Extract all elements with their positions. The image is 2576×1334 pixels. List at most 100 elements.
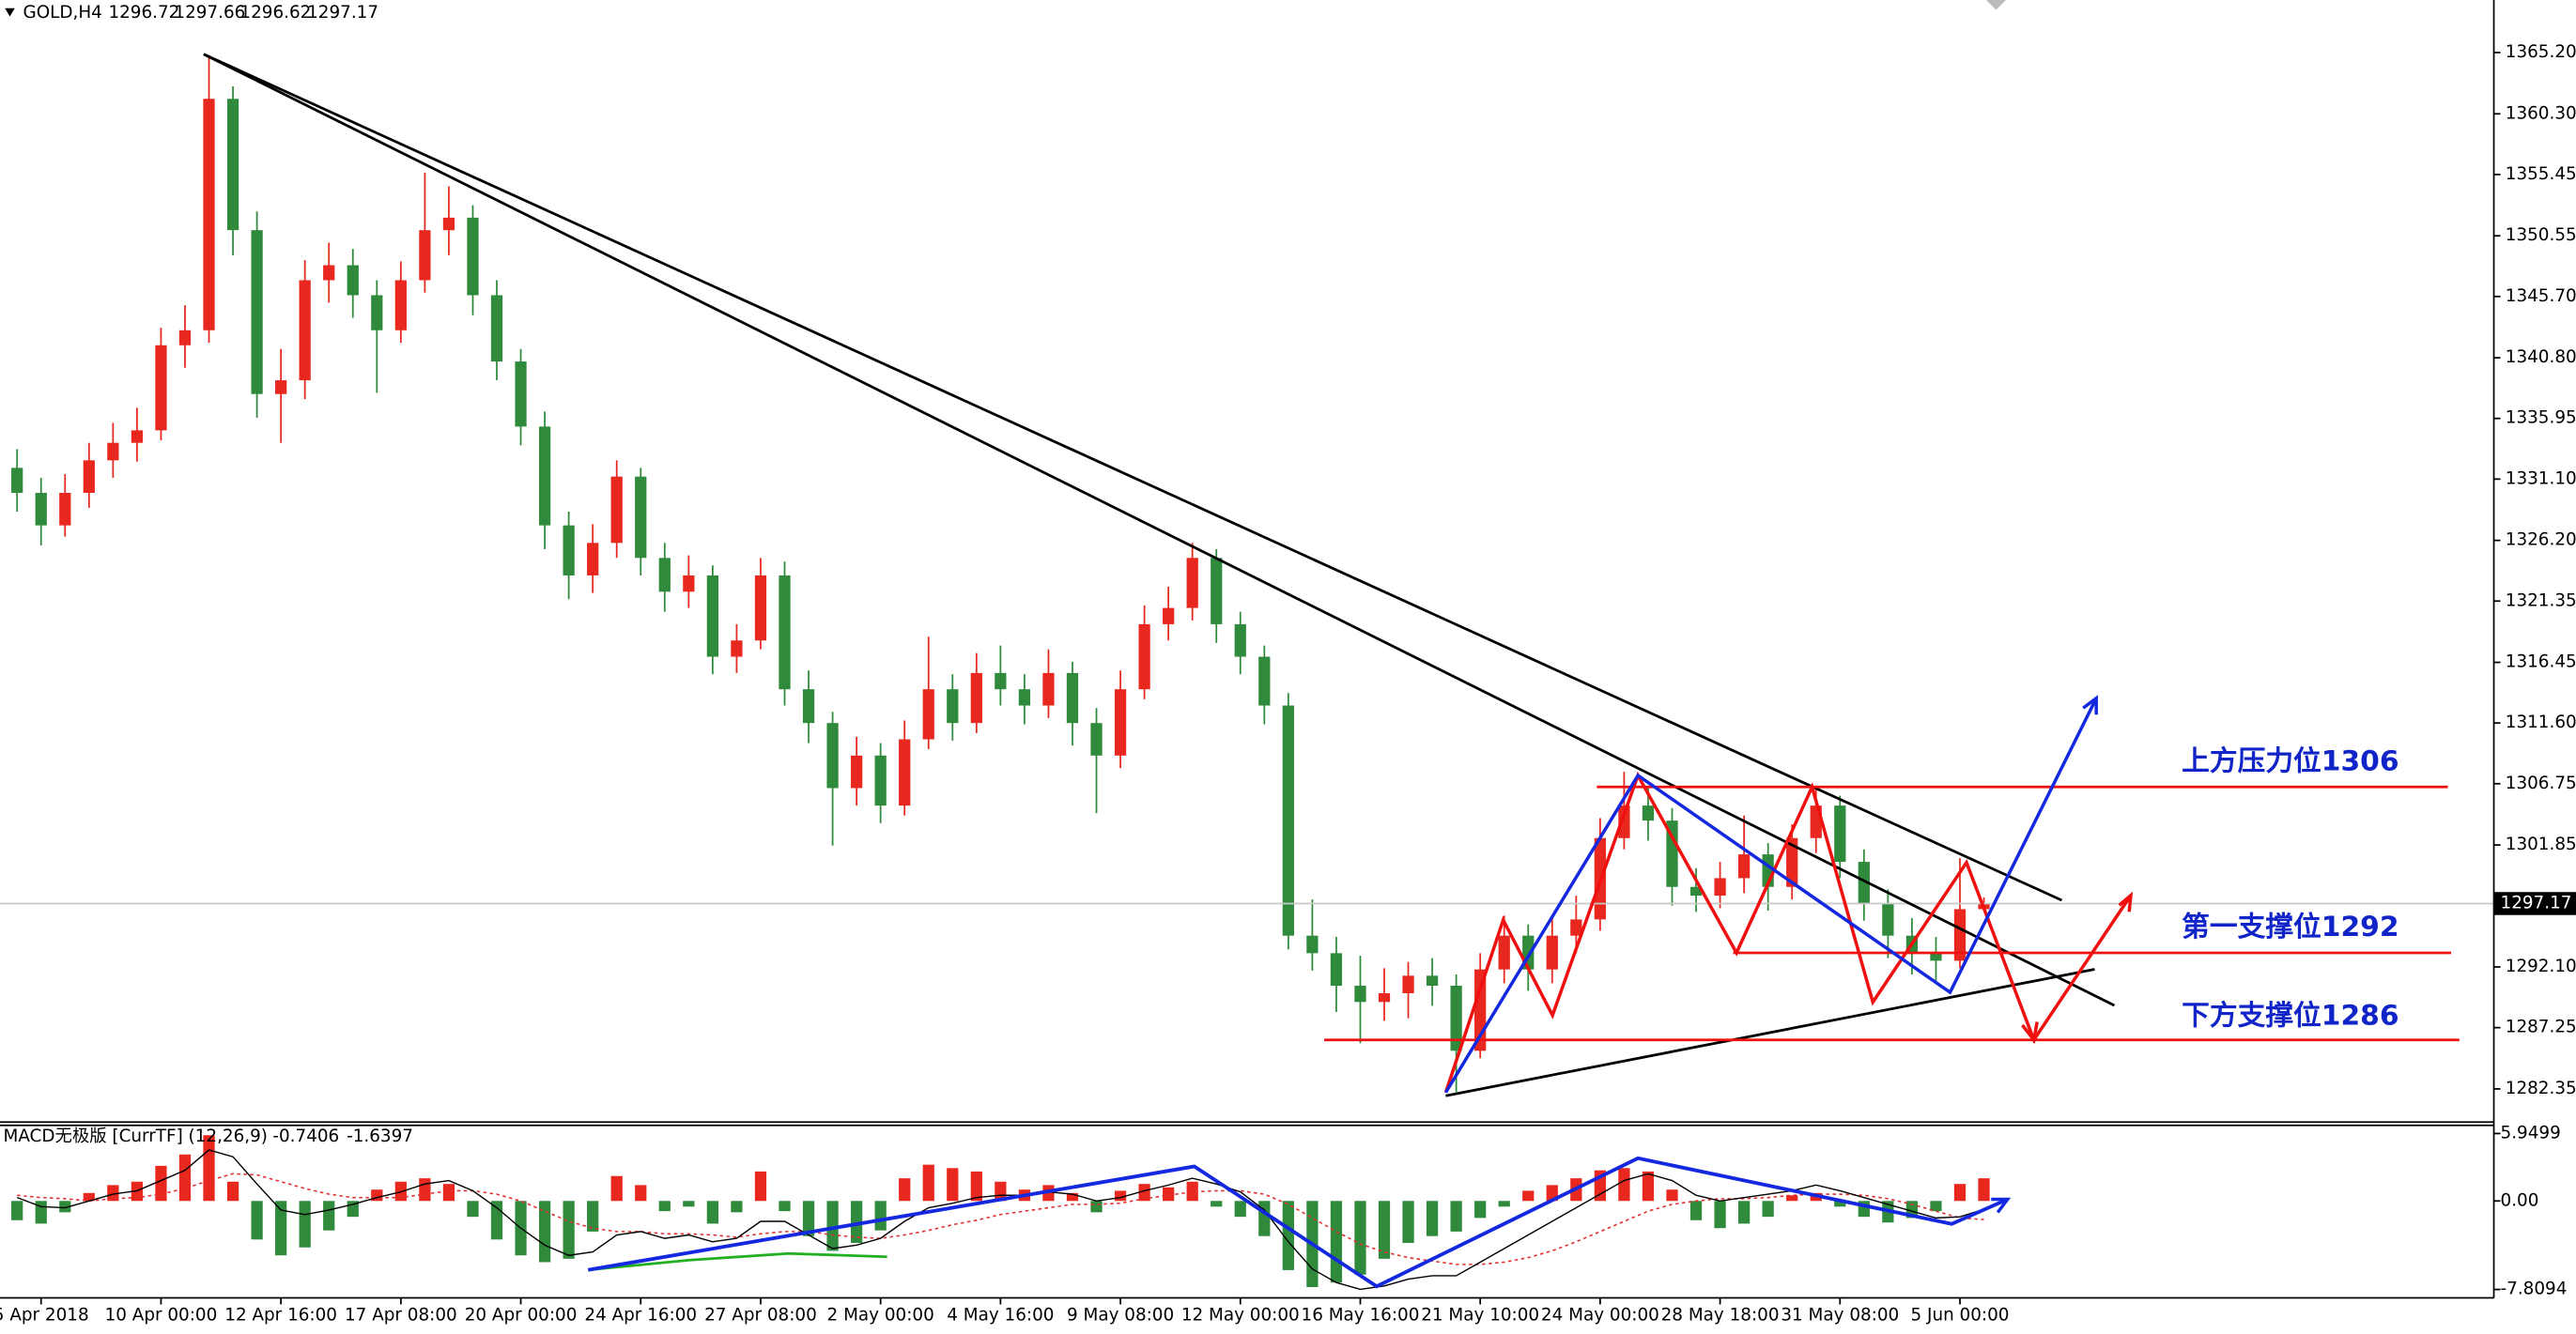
candle-body <box>899 739 911 806</box>
macd-bar <box>467 1201 479 1218</box>
macd-bar <box>251 1201 263 1240</box>
candle-body <box>610 476 623 544</box>
macd-line-drawing <box>588 1251 887 1272</box>
y-tick-label: 1355.45 <box>2506 164 2576 184</box>
macd-bar <box>1930 1201 1942 1212</box>
candle-body <box>442 217 455 231</box>
candle-body <box>11 468 23 494</box>
x-tick-label: 5 Apr 2018 <box>0 1306 89 1326</box>
candle-body <box>1570 919 1582 936</box>
candle-body <box>1282 705 1294 936</box>
macd-bar <box>1762 1201 1774 1218</box>
candle-body <box>1163 607 1175 624</box>
macd-bar <box>850 1201 863 1243</box>
candle-body <box>59 493 71 526</box>
candle-body <box>1882 903 1894 936</box>
candle-body <box>1211 558 1223 624</box>
x-tick-label: 21 May 10:00 <box>1421 1306 1539 1326</box>
macd-bar <box>1474 1201 1487 1219</box>
macd-bar <box>1450 1201 1462 1232</box>
macd-bar <box>1426 1201 1439 1236</box>
macd-bar <box>1163 1187 1175 1202</box>
x-tick-label: 16 May 16:00 <box>1302 1306 1420 1326</box>
trend-line <box>1445 968 2095 1097</box>
current-price-label: 1297.17 <box>2501 893 2572 912</box>
arrow-head <box>2082 695 2098 715</box>
macd-bar <box>1689 1201 1703 1220</box>
candle-body <box>107 442 119 461</box>
macd-bar <box>226 1181 239 1202</box>
x-tick-label: 5 Jun 00:00 <box>1911 1306 2010 1326</box>
candle-body <box>658 558 671 592</box>
y-tick-label: 1311.60 <box>2506 713 2576 732</box>
macd-bar <box>1738 1201 1751 1224</box>
macd-bar <box>922 1164 934 1202</box>
header-low: 1296.62 <box>239 3 311 23</box>
macd-value: -0.7406 <box>272 1127 339 1146</box>
candle-body <box>1714 878 1726 897</box>
x-tick-label: 9 May 08:00 <box>1067 1306 1174 1326</box>
macd-bar <box>1138 1184 1150 1202</box>
signal-line <box>17 1173 1984 1265</box>
candle-body <box>226 99 239 231</box>
macd-bar <box>1354 1201 1366 1275</box>
macd-bar <box>1330 1201 1343 1283</box>
macd-bar <box>1714 1201 1726 1229</box>
candle-body <box>731 640 743 657</box>
x-tick-label: 24 Apr 16:00 <box>584 1306 697 1326</box>
x-tick-label: 10 Apr 00:00 <box>105 1306 218 1326</box>
macd-bar <box>1618 1168 1630 1202</box>
candle-body <box>1786 837 1798 887</box>
candle-body <box>1042 672 1055 706</box>
x-tick-label: 28 May 18:00 <box>1661 1306 1780 1326</box>
candle-body <box>1498 935 1510 970</box>
macd-bar <box>83 1192 95 1202</box>
macd-bar <box>706 1201 718 1224</box>
macd-bar <box>1666 1189 1678 1202</box>
macd-bar <box>683 1201 695 1207</box>
macd-bar <box>11 1201 23 1220</box>
candle-body <box>1666 820 1678 887</box>
candle-body <box>178 330 192 345</box>
y-tick-label: 1335.95 <box>2506 408 2576 428</box>
candle-body <box>1450 986 1462 1051</box>
candle-body <box>394 280 407 330</box>
candle-body <box>1689 886 1703 897</box>
candle-body <box>922 689 934 740</box>
candle-body <box>1378 993 1391 1003</box>
macd-line <box>16 1149 1984 1291</box>
macd-bar <box>731 1201 743 1213</box>
macd-bar <box>1234 1201 1246 1218</box>
candle-body <box>1354 986 1366 1003</box>
trend-line <box>203 53 2063 902</box>
candle-body <box>1930 953 1942 961</box>
candle-body <box>490 295 503 362</box>
candle-body <box>635 476 647 559</box>
candle-body <box>802 689 815 724</box>
x-tick-label: 4 May 16:00 <box>947 1306 1054 1326</box>
candle-body <box>35 493 47 526</box>
y-tick-label: 1287.25 <box>2506 1018 2576 1037</box>
candle-body <box>1953 909 1967 961</box>
x-tick-label: 12 Apr 16:00 <box>224 1306 337 1326</box>
candle-body <box>1738 854 1751 879</box>
candle-body <box>515 361 527 427</box>
macd-bar <box>323 1201 335 1231</box>
menu-triangle <box>5 8 15 17</box>
candle-body <box>1090 723 1103 756</box>
macd-bar <box>419 1178 431 1202</box>
macd-bar <box>970 1171 982 1202</box>
macd-header: MACD无极版 [CurrTF] (12,26,9) -0.7406 -1.63… <box>3 1127 412 1146</box>
macd-bar <box>1186 1181 1198 1202</box>
macd-bar <box>299 1201 311 1248</box>
candle-body <box>826 723 839 789</box>
macd-bar <box>178 1154 192 1202</box>
x-tick-label: 2 May 00:00 <box>827 1306 934 1326</box>
macd-bar <box>658 1201 671 1212</box>
macd-bar <box>1522 1190 1535 1202</box>
candle-body <box>1186 558 1198 608</box>
candle-body <box>874 755 887 806</box>
macd-bar <box>1378 1201 1391 1259</box>
macd-bar <box>874 1201 887 1231</box>
